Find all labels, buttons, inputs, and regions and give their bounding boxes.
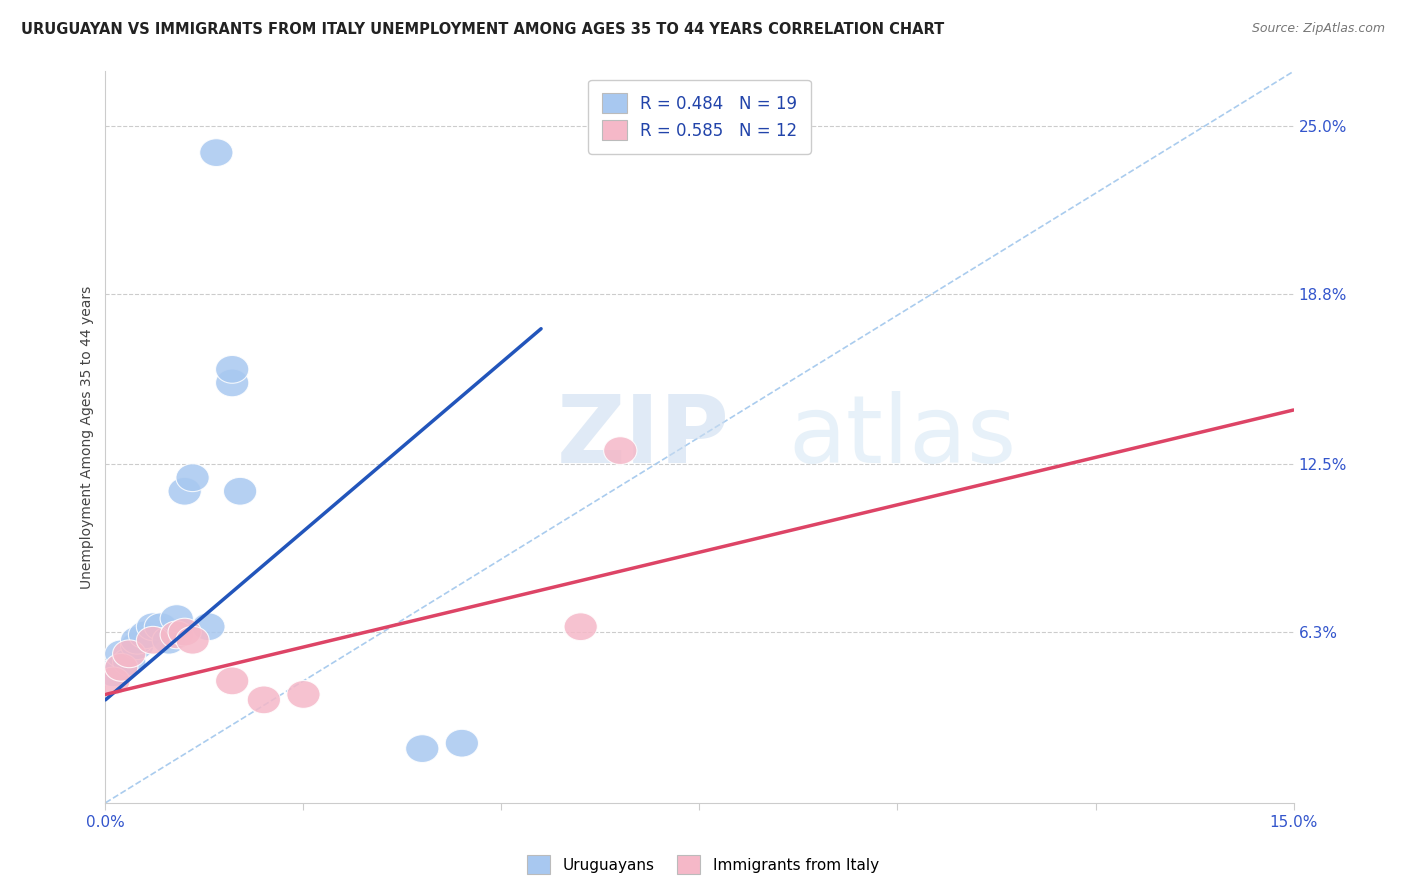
Ellipse shape xyxy=(104,654,138,681)
Ellipse shape xyxy=(112,640,146,668)
Ellipse shape xyxy=(287,681,321,708)
Text: ZIP: ZIP xyxy=(557,391,730,483)
Ellipse shape xyxy=(104,654,138,681)
Text: Source: ZipAtlas.com: Source: ZipAtlas.com xyxy=(1251,22,1385,36)
Ellipse shape xyxy=(97,667,129,695)
Ellipse shape xyxy=(176,626,209,654)
Text: atlas: atlas xyxy=(789,391,1017,483)
Ellipse shape xyxy=(112,648,146,676)
Ellipse shape xyxy=(215,667,249,695)
Ellipse shape xyxy=(446,730,478,757)
Ellipse shape xyxy=(224,477,257,505)
Ellipse shape xyxy=(406,735,439,763)
Ellipse shape xyxy=(152,626,186,654)
Ellipse shape xyxy=(136,626,170,654)
Ellipse shape xyxy=(603,437,637,465)
Text: URUGUAYAN VS IMMIGRANTS FROM ITALY UNEMPLOYMENT AMONG AGES 35 TO 44 YEARS CORREL: URUGUAYAN VS IMMIGRANTS FROM ITALY UNEMP… xyxy=(21,22,945,37)
Ellipse shape xyxy=(136,613,170,640)
Ellipse shape xyxy=(215,369,249,397)
Ellipse shape xyxy=(97,659,129,687)
Ellipse shape xyxy=(160,621,194,648)
Ellipse shape xyxy=(215,355,249,384)
Ellipse shape xyxy=(121,626,153,654)
Ellipse shape xyxy=(169,618,201,646)
Ellipse shape xyxy=(200,139,233,167)
Y-axis label: Unemployment Among Ages 35 to 44 years: Unemployment Among Ages 35 to 44 years xyxy=(80,285,94,589)
Ellipse shape xyxy=(247,686,280,714)
Legend: R = 0.484   N = 19, R = 0.585   N = 12: R = 0.484 N = 19, R = 0.585 N = 12 xyxy=(589,79,810,153)
Ellipse shape xyxy=(104,640,138,668)
Ellipse shape xyxy=(564,613,598,640)
Ellipse shape xyxy=(176,464,209,491)
Ellipse shape xyxy=(191,613,225,640)
Ellipse shape xyxy=(145,613,177,640)
Ellipse shape xyxy=(121,632,153,659)
Ellipse shape xyxy=(160,605,194,632)
Legend: Uruguayans, Immigrants from Italy: Uruguayans, Immigrants from Italy xyxy=(522,849,884,880)
Ellipse shape xyxy=(169,477,201,505)
Ellipse shape xyxy=(128,621,162,648)
